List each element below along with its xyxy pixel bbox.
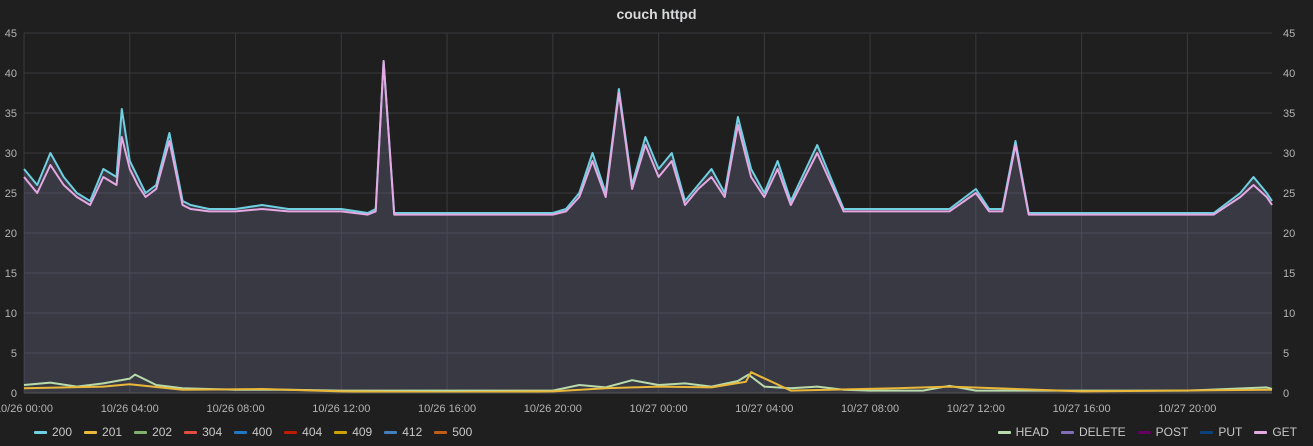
- series-line-201: [23, 371, 1273, 394]
- legend-swatch: [1200, 430, 1214, 434]
- legend-item-304[interactable]: 304: [184, 425, 222, 439]
- legend-label: 400: [252, 425, 273, 439]
- legend-swatch: [284, 430, 298, 434]
- legend-item-400[interactable]: 400: [234, 425, 272, 439]
- x-tick-label: 10/26 16:00: [418, 403, 476, 415]
- legend-item-201[interactable]: 201: [84, 425, 122, 439]
- legend-swatch: [84, 430, 98, 434]
- y-tick-label-left: 15: [5, 268, 17, 280]
- y-tick-label-right: 40: [1283, 68, 1295, 80]
- legend-label: 304: [202, 425, 223, 439]
- legend-swatch: [34, 430, 47, 434]
- legend-swatch: [184, 430, 198, 434]
- legend-label: POST: [1155, 425, 1189, 439]
- legend-swatch: [134, 430, 148, 434]
- y-tick-label-right: 10: [1283, 308, 1295, 320]
- y-tick-label-right: 25: [1283, 188, 1295, 200]
- legend-swatch: [1254, 430, 1268, 434]
- legend-swatch: [384, 430, 398, 434]
- legend-item-202[interactable]: 202: [134, 425, 172, 439]
- y-tick-label-right: 35: [1283, 108, 1295, 120]
- y-tick-label-left: 20: [5, 228, 17, 240]
- legend-item-delete[interactable]: DELETE: [1060, 425, 1126, 439]
- legend-item-post[interactable]: POST: [1137, 425, 1189, 439]
- x-tick-label: 10/27 12:00: [947, 403, 1005, 415]
- legend-label: GET: [1272, 425, 1297, 439]
- y-tick-label-left: 0: [11, 388, 17, 400]
- legend-item-head[interactable]: HEAD: [997, 425, 1049, 439]
- legend-item-put[interactable]: PUT: [1200, 425, 1242, 439]
- x-tick-label: 10/26 20:00: [524, 403, 582, 415]
- legend-label: 409: [352, 425, 373, 439]
- y-tick-label-right: 30: [1283, 148, 1295, 160]
- legend-item-get[interactable]: GET: [1254, 425, 1297, 439]
- y-tick-label-left: 5: [11, 348, 17, 360]
- legend-label: 201: [102, 425, 123, 439]
- x-tick-label: 10/26 08:00: [206, 403, 264, 415]
- legend-swatch: [434, 430, 448, 434]
- x-tick-label: 10/27 04:00: [735, 403, 793, 415]
- x-tick-label: 10/26 12:00: [312, 403, 370, 415]
- x-tick-label: 10/27 16:00: [1053, 403, 1111, 415]
- x-tick-label: 10/27 08:00: [841, 403, 899, 415]
- legend-item-409[interactable]: 409: [334, 425, 372, 439]
- x-tick-label: 10/26 00:00: [0, 403, 53, 415]
- y-tick-label-left: 10: [5, 308, 17, 320]
- legend-swatch: [1137, 430, 1151, 434]
- legend-swatch: [997, 430, 1011, 434]
- legend-label: 202: [152, 425, 173, 439]
- y-tick-label-right: 15: [1283, 268, 1295, 280]
- y-tick-label-left: 30: [5, 148, 17, 160]
- legend-item-200[interactable]: 200: [34, 425, 72, 439]
- legend-label: 200: [52, 425, 73, 439]
- y-tick-label-right: 20: [1283, 228, 1295, 240]
- legend-swatch: [234, 430, 248, 434]
- legend-left: 200 201 202 304 400 404 409 412 500: [34, 425, 484, 439]
- legend-swatch: [1060, 430, 1074, 434]
- y-tick-label-left: 45: [5, 28, 17, 40]
- legend-item-500[interactable]: 500: [434, 425, 472, 439]
- y-tick-label-right: 0: [1283, 388, 1289, 400]
- legend-label: PUT: [1218, 425, 1243, 439]
- series-area-200: [24, 61, 1272, 393]
- legend-right: HEAD DELETE POST PUT GET: [997, 425, 1309, 439]
- y-tick-label-left: 40: [5, 68, 17, 80]
- x-tick-label: 10/27 00:00: [630, 403, 688, 415]
- y-tick-label-left: 35: [5, 108, 17, 120]
- panel-title[interactable]: couch httpd: [616, 6, 697, 22]
- legend-item-412[interactable]: 412: [384, 425, 422, 439]
- y-tick-label-right: 45: [1283, 28, 1295, 40]
- legend-label: 412: [402, 425, 423, 439]
- series-line-GET: [23, 60, 1273, 216]
- legend-swatch: [334, 430, 348, 434]
- legend-label: DELETE: [1078, 425, 1126, 439]
- x-tick-label: 10/26 04:00: [101, 403, 159, 415]
- x-tick-label: 10/27 20:00: [1158, 403, 1216, 415]
- legend-item-404[interactable]: 404: [284, 425, 322, 439]
- legend-label: 404: [302, 425, 323, 439]
- legend-label: 500: [452, 425, 473, 439]
- y-tick-label-right: 5: [1283, 348, 1289, 360]
- y-tick-label-left: 25: [5, 188, 17, 200]
- legend-label: HEAD: [1015, 425, 1049, 439]
